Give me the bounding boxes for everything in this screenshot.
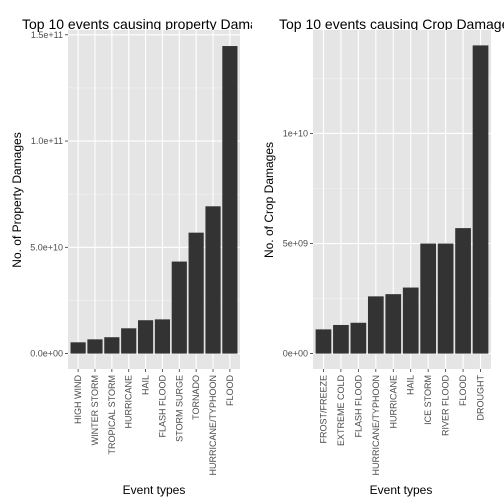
crop-bar [402, 287, 419, 354]
crop-x-tick-label: FLOOD [458, 375, 468, 407]
property-chart-title: Top 10 events causing property Damages [22, 16, 280, 32]
property-x-tick-label: STORM SURGE [174, 375, 184, 442]
crop-x-tick-label: HURRICANE/TYPHOON [371, 375, 381, 476]
crop-x-tick-label: FROST/FREEZE [318, 375, 328, 444]
crop-x-tick-label: RIVER FLOOD [441, 375, 451, 437]
crop-chart-title: Top 10 events causing Crop Damages [279, 16, 504, 32]
property-bar [87, 339, 103, 354]
crop-x-tick-label: HURRICANE [388, 375, 398, 429]
property-damage-chart: Top 10 events causing property Damages 0… [10, 16, 280, 497]
property-x-tick-label: HAIL [141, 375, 151, 395]
crop-x-axis-title: Event types [370, 483, 433, 497]
property-gridlines [68, 30, 240, 369]
crop-y-tick-label: 1e+10 [283, 128, 308, 138]
crop-x-tick-label: HAIL [406, 375, 416, 395]
property-bar [121, 328, 137, 354]
property-bar [205, 206, 221, 354]
crop-bars [315, 45, 489, 354]
property-y-ticks: 0.0e+00 5.0e+10 1.0e+11 1.5e+11 [30, 30, 68, 359]
property-x-ticks: HIGH WIND WINTER STORM TROPICAL STORM HURRI… [73, 369, 235, 476]
crop-bar [472, 45, 489, 354]
property-y-tick-label: 1.5e+11 [31, 30, 63, 40]
crop-y-axis-title: No. of Crop Damages [262, 142, 276, 258]
property-bar [222, 46, 238, 354]
property-x-tick-label: WINTER STORM [90, 375, 100, 445]
property-x-tick-label: FLOOD [225, 375, 235, 407]
crop-bar [333, 324, 349, 354]
crop-x-tick-label: ICE STORM [423, 375, 433, 425]
crop-bar [367, 296, 384, 354]
crop-bar [315, 329, 332, 354]
property-x-tick-label: HIGH WIND [73, 375, 83, 424]
crop-y-tick-label: 5e+09 [283, 239, 308, 249]
property-bars [70, 46, 238, 354]
crop-bar [437, 243, 454, 354]
crop-x-ticks: FROST/FREEZE EXTREME COLD FLASH FLOOD HURRI… [318, 369, 486, 476]
crop-y-tick-label: 0e+00 [283, 349, 308, 359]
property-x-tick-label: TORNADO [191, 375, 201, 420]
property-x-axis-title: Event types [123, 483, 186, 497]
property-bar [171, 261, 187, 354]
crop-bar [420, 243, 437, 354]
property-bar [188, 232, 204, 354]
property-y-tick-label: 0.0e+00 [30, 349, 63, 359]
crop-bar [385, 294, 402, 354]
crop-x-tick-label: FLASH FLOOD [353, 375, 363, 438]
property-x-tick-label: HURRICANE/TYPHOON [208, 375, 218, 476]
property-bar [104, 337, 120, 354]
property-y-axis-title: No. of Property Damages [10, 132, 24, 267]
crop-bar [350, 322, 367, 354]
crop-x-tick-label: EXTREME COLD [336, 375, 346, 447]
crop-x-tick-label: DROUGHT [476, 375, 486, 421]
property-x-tick-label: TROPICAL STORM [107, 375, 117, 455]
property-bar [70, 342, 86, 354]
property-y-tick-label: 1.0e+11 [31, 136, 63, 146]
property-bar [137, 320, 154, 354]
property-bar [154, 319, 171, 354]
property-x-tick-label: HURRICANE [124, 375, 134, 429]
property-x-tick-label: FLASH FLOOD [157, 375, 167, 438]
crop-bar [455, 228, 471, 354]
crop-y-ticks: 0e+00 5e+09 1e+10 [283, 128, 313, 359]
property-y-tick-label: 5.0e+10 [30, 242, 63, 252]
crop-damage-chart: Top 10 events causing Crop Damages 0e+00… [262, 16, 504, 497]
